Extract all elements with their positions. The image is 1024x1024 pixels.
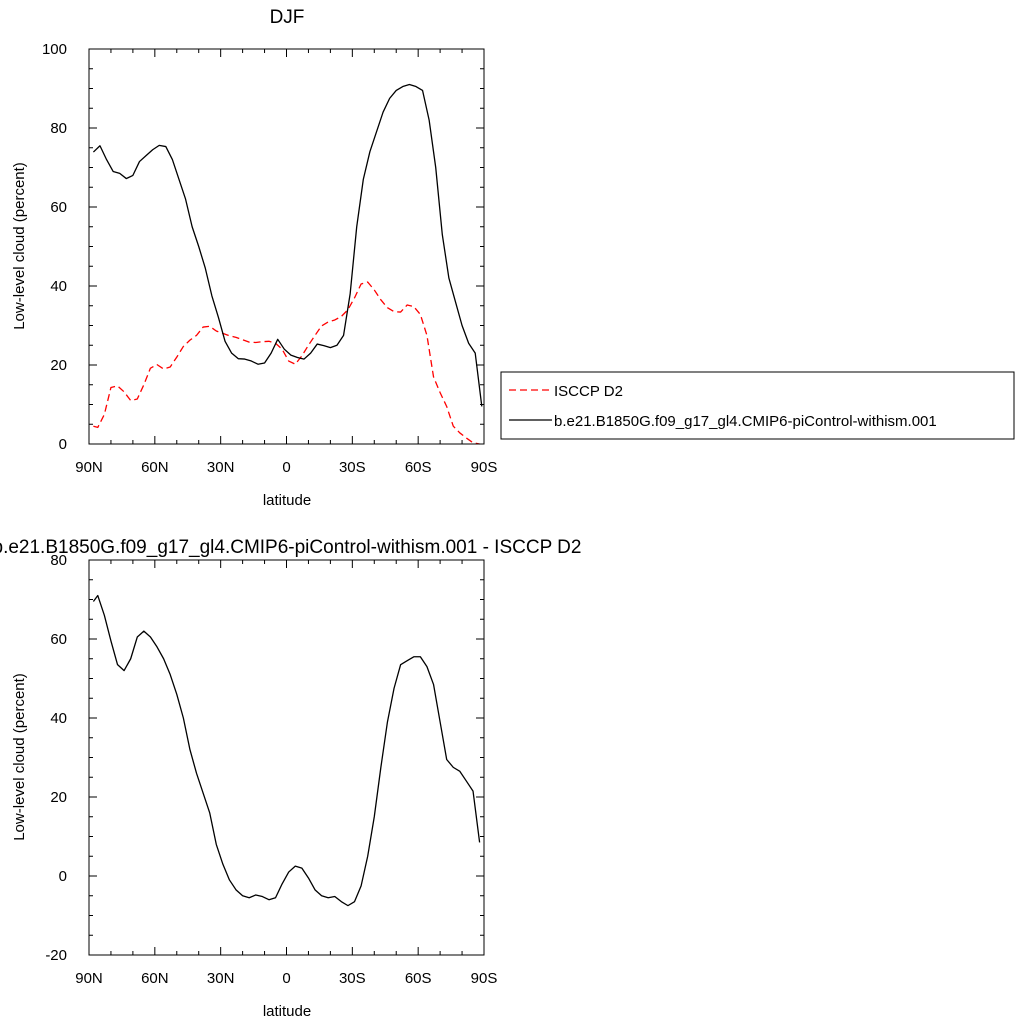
x-tick-label: 90N <box>75 970 103 987</box>
y-tick-label: 0 <box>59 868 67 885</box>
x-tick-label: 90S <box>471 970 498 987</box>
y-tick-label: 80 <box>50 120 67 137</box>
chart-bottom-xlabel: latitude <box>263 1003 311 1020</box>
x-tick-label: 90S <box>471 459 498 476</box>
series-line-0-0 <box>93 281 480 445</box>
chart-bottom-title: b.e21.B1850G.f09_g17_gl4.CMIP6-piControl… <box>0 537 581 558</box>
y-tick-label: 60 <box>50 631 67 648</box>
chart-top-ylabel: Low-level cloud (percent) <box>11 162 28 330</box>
chart-top-title: DJF <box>270 7 305 28</box>
x-tick-label: 90N <box>75 459 103 476</box>
chart-top-marks: 90N 60N 30N 0 30S 60S 90S 0 20 40 60 80 100 <box>42 41 497 476</box>
x-tick-label: 60S <box>405 459 432 476</box>
legend-box <box>500 371 1015 440</box>
x-tick-label: 30S <box>339 459 366 476</box>
x-tick-label: 0 <box>282 459 290 476</box>
chart-bottom-ylabel: Low-level cloud (percent) <box>11 673 28 841</box>
y-tick-label: 40 <box>50 278 67 295</box>
series-line-0-1 <box>92 83 483 407</box>
y-tick-label: 80 <box>50 552 67 569</box>
chart-top-xlabel: latitude <box>263 492 311 509</box>
chart-bottom-marks: 90N 60N 30N 0 30S 60S 90S -20 0 20 40 60 80 <box>45 552 497 987</box>
chart-top-legend: ISCCP D2 b.e21.B1850G.f09_g17_gl4.CMIP6-… <box>500 371 1015 440</box>
y-tick-label: 20 <box>50 357 67 374</box>
x-tick-label: 60S <box>405 970 432 987</box>
x-tick-label: 30N <box>207 970 235 987</box>
plot-frame-1 <box>88 559 485 956</box>
plot-frame-0 <box>88 48 485 445</box>
x-tick-label: 30N <box>207 459 235 476</box>
legend-label-isccp: ISCCP D2 <box>554 383 623 400</box>
y-tick-label: 20 <box>50 789 67 806</box>
legend-label-model: b.e21.B1850G.f09_g17_gl4.CMIP6-piControl… <box>554 413 937 430</box>
x-tick-label: 30S <box>339 970 366 987</box>
chart-top: DJF 90N 60N 30N 0 30S 60S 90S 0 20 40 60 80 100 lati… <box>11 7 497 509</box>
y-tick-label: 40 <box>50 710 67 727</box>
x-tick-label: 60N <box>141 459 169 476</box>
x-tick-label: 0 <box>282 970 290 987</box>
y-tick-label: -20 <box>45 947 67 964</box>
series-line-1-0 <box>92 594 481 907</box>
chart-bottom: b.e21.B1850G.f09_g17_gl4.CMIP6-piControl… <box>0 537 581 1020</box>
y-tick-label: 100 <box>42 41 67 58</box>
y-tick-label: 0 <box>59 436 67 453</box>
x-tick-label: 60N <box>141 970 169 987</box>
y-tick-label: 60 <box>50 199 67 216</box>
